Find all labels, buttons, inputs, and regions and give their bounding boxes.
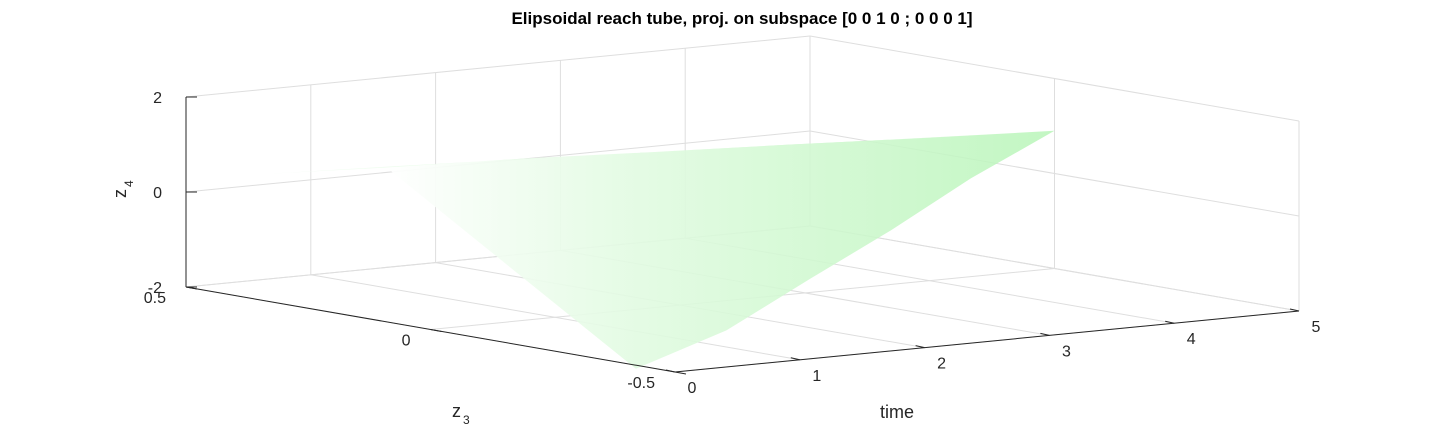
- z-axis-label: z 4: [110, 180, 136, 198]
- tube-lower-sheet: [386, 130, 1055, 369]
- y-tick-label: -0.5: [627, 375, 655, 392]
- x-tick-mark: [1165, 320, 1175, 324]
- x-tick-mark: [915, 345, 925, 349]
- y-tick-mark: [674, 371, 687, 375]
- x-tick-label: 3: [1062, 343, 1071, 360]
- x-tick-label: 4: [1187, 331, 1196, 348]
- tube-surface: [269, 130, 1055, 369]
- y-axis-label: z 3: [452, 401, 470, 427]
- z-tick-label: 2: [153, 90, 162, 107]
- x-tick-mark: [1040, 332, 1050, 336]
- chart-title: Elipsoidal reach tube, proj. on subspace…: [511, 9, 972, 28]
- tube-upper-sheet: [269, 130, 1055, 174]
- y-axis-label-main: z: [452, 401, 461, 421]
- y-tick-mark: [430, 329, 442, 332]
- x-tick-mark: [790, 357, 800, 361]
- y-axis-label-sub: 3: [463, 413, 470, 427]
- z-tick-label: 0: [153, 185, 162, 202]
- y-tick-label: 0: [402, 333, 411, 350]
- z-tick-label: -2: [148, 280, 162, 297]
- axes: [185, 96, 1300, 375]
- z-axis-label-sub: 4: [122, 180, 136, 187]
- x-tick-label: 2: [937, 356, 946, 373]
- grid-line-side-z4: [809, 35, 1300, 122]
- grid-line-back-z4: [185, 35, 811, 98]
- x-tick-mark: [665, 369, 676, 373]
- x-axis-label: time: [880, 402, 914, 422]
- x-tick-label: 1: [812, 368, 821, 385]
- tick-labels: 0 1 2 3 4 5 -0.5 0 0.5-2 0 2: [144, 90, 1321, 397]
- x-tick-mark: [1289, 308, 1300, 312]
- y-tick-label: 0.5: [144, 290, 166, 307]
- x-tick-label: 0: [688, 380, 697, 397]
- x-tick-label: 5: [1312, 319, 1321, 336]
- z-axis-label-main: z: [110, 189, 130, 198]
- x-axis-line: [674, 310, 1300, 373]
